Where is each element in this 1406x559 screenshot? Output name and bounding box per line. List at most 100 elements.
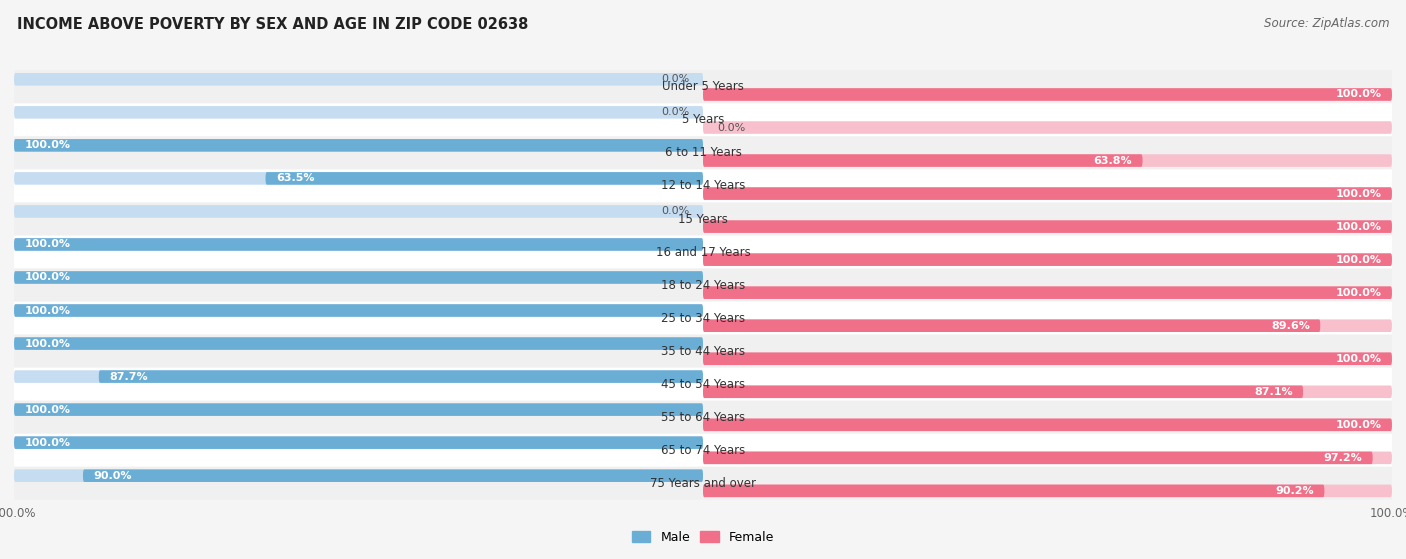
FancyBboxPatch shape [14,172,703,184]
Text: 87.7%: 87.7% [110,372,148,382]
FancyBboxPatch shape [14,470,703,482]
Text: 18 to 24 Years: 18 to 24 Years [661,278,745,292]
FancyBboxPatch shape [14,70,1392,103]
FancyBboxPatch shape [14,139,703,151]
Text: INCOME ABOVE POVERTY BY SEX AND AGE IN ZIP CODE 02638: INCOME ABOVE POVERTY BY SEX AND AGE IN Z… [17,17,529,32]
Text: 55 to 64 Years: 55 to 64 Years [661,411,745,424]
FancyBboxPatch shape [703,187,1392,200]
Text: 0.0%: 0.0% [661,107,689,117]
FancyBboxPatch shape [14,271,703,284]
FancyBboxPatch shape [703,154,1392,167]
Text: 100.0%: 100.0% [24,438,70,448]
Text: 100.0%: 100.0% [24,140,70,150]
FancyBboxPatch shape [14,302,1392,335]
Text: 5 Years: 5 Years [682,113,724,126]
Text: 12 to 14 Years: 12 to 14 Years [661,179,745,192]
Text: 100.0%: 100.0% [1336,188,1382,198]
FancyBboxPatch shape [14,106,703,119]
FancyBboxPatch shape [703,485,1324,497]
Text: 25 to 34 Years: 25 to 34 Years [661,311,745,325]
FancyBboxPatch shape [14,335,1392,368]
FancyBboxPatch shape [14,401,1392,434]
Text: 15 Years: 15 Years [678,212,728,225]
Text: 100.0%: 100.0% [1336,89,1382,100]
FancyBboxPatch shape [703,319,1392,332]
FancyBboxPatch shape [14,139,703,151]
Text: 90.2%: 90.2% [1275,486,1315,496]
Text: 0.0%: 0.0% [661,74,689,84]
FancyBboxPatch shape [703,353,1392,365]
FancyBboxPatch shape [703,121,1392,134]
FancyBboxPatch shape [703,220,1392,233]
Text: 35 to 44 Years: 35 to 44 Years [661,345,745,358]
FancyBboxPatch shape [14,169,1392,202]
Text: 100.0%: 100.0% [1336,255,1382,264]
Text: 75 Years and over: 75 Years and over [650,477,756,490]
Text: 100.0%: 100.0% [24,339,70,349]
FancyBboxPatch shape [14,238,703,251]
FancyBboxPatch shape [14,404,703,416]
Text: 63.5%: 63.5% [276,173,315,183]
FancyBboxPatch shape [14,368,1392,401]
FancyBboxPatch shape [14,337,703,350]
Text: 97.2%: 97.2% [1323,453,1362,463]
FancyBboxPatch shape [703,452,1392,464]
Text: 100.0%: 100.0% [1336,354,1382,364]
Text: 100.0%: 100.0% [24,272,70,282]
FancyBboxPatch shape [14,271,703,284]
Text: 6 to 11 Years: 6 to 11 Years [665,146,741,159]
FancyBboxPatch shape [703,353,1392,365]
FancyBboxPatch shape [703,286,1392,299]
Text: 100.0%: 100.0% [24,239,70,249]
Text: 90.0%: 90.0% [93,471,132,481]
FancyBboxPatch shape [14,434,1392,467]
FancyBboxPatch shape [98,370,703,383]
FancyBboxPatch shape [703,187,1392,200]
FancyBboxPatch shape [14,205,703,217]
FancyBboxPatch shape [14,437,703,449]
Text: 65 to 74 Years: 65 to 74 Years [661,444,745,457]
Text: 100.0%: 100.0% [24,306,70,315]
FancyBboxPatch shape [703,220,1392,233]
FancyBboxPatch shape [14,404,703,416]
Text: 100.0%: 100.0% [1336,420,1382,430]
Text: 100.0%: 100.0% [1336,288,1382,298]
FancyBboxPatch shape [14,268,1392,302]
Text: 0.0%: 0.0% [661,206,689,216]
FancyBboxPatch shape [14,103,1392,136]
FancyBboxPatch shape [14,467,1392,500]
FancyBboxPatch shape [703,154,1143,167]
Text: Source: ZipAtlas.com: Source: ZipAtlas.com [1264,17,1389,30]
Text: 100.0%: 100.0% [24,405,70,415]
FancyBboxPatch shape [703,286,1392,299]
FancyBboxPatch shape [703,386,1303,398]
FancyBboxPatch shape [703,386,1392,398]
FancyBboxPatch shape [266,172,703,184]
FancyBboxPatch shape [703,419,1392,431]
Legend: Male, Female: Male, Female [627,526,779,549]
FancyBboxPatch shape [703,253,1392,266]
Text: 100.0%: 100.0% [1336,221,1382,231]
FancyBboxPatch shape [703,485,1392,497]
Text: 0.0%: 0.0% [717,122,745,132]
FancyBboxPatch shape [703,452,1372,464]
FancyBboxPatch shape [703,88,1392,101]
FancyBboxPatch shape [14,304,703,317]
FancyBboxPatch shape [14,202,1392,235]
FancyBboxPatch shape [14,337,703,350]
Text: 63.8%: 63.8% [1094,155,1132,165]
Text: 16 and 17 Years: 16 and 17 Years [655,245,751,259]
FancyBboxPatch shape [14,136,1392,169]
FancyBboxPatch shape [703,319,1320,332]
FancyBboxPatch shape [14,437,703,449]
Text: Under 5 Years: Under 5 Years [662,80,744,93]
FancyBboxPatch shape [83,470,703,482]
Text: 89.6%: 89.6% [1271,321,1310,331]
FancyBboxPatch shape [14,235,1392,268]
FancyBboxPatch shape [14,73,703,86]
FancyBboxPatch shape [14,238,703,251]
FancyBboxPatch shape [14,304,703,317]
Text: 87.1%: 87.1% [1254,387,1292,397]
FancyBboxPatch shape [14,370,703,383]
FancyBboxPatch shape [703,88,1392,101]
